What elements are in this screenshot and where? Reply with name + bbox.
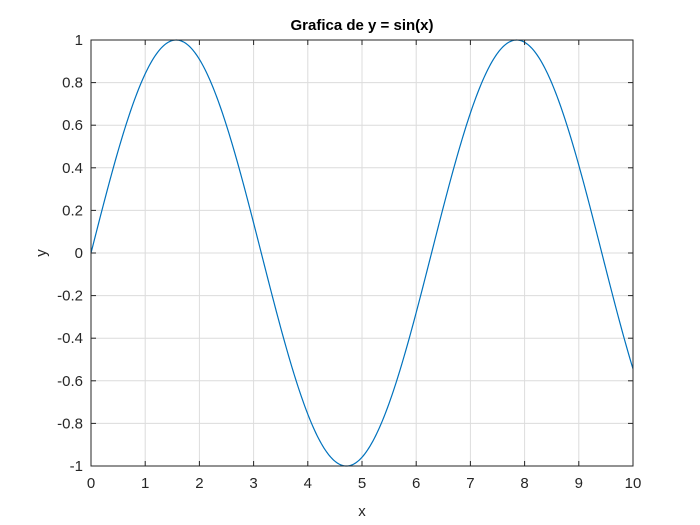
line-layer bbox=[90, 39, 634, 467]
x-axis-label: x bbox=[358, 503, 366, 520]
x-tick-label: 4 bbox=[304, 475, 312, 492]
y-tick-label: 0.4 bbox=[62, 160, 83, 177]
x-tick-label: 6 bbox=[412, 475, 420, 492]
y-tick-label: -0.4 bbox=[57, 330, 83, 347]
sine-series-line bbox=[90, 39, 634, 467]
y-tick-label: 0.8 bbox=[62, 75, 83, 92]
x-tick-label: 8 bbox=[520, 475, 528, 492]
grid-layer bbox=[90, 39, 634, 467]
chart-title: Grafica de y = sin(x) bbox=[291, 17, 434, 34]
x-tick-label: 10 bbox=[625, 475, 642, 492]
x-tick-label: 9 bbox=[575, 475, 583, 492]
y-tick-label: 0.2 bbox=[62, 202, 83, 219]
x-tick-label: 5 bbox=[358, 475, 366, 492]
y-tick-label: 0 bbox=[75, 245, 83, 262]
y-tick-label: -0.8 bbox=[57, 415, 83, 432]
y-tick-label: -0.6 bbox=[57, 373, 83, 390]
y-tick-label: 0.6 bbox=[62, 117, 83, 134]
y-tick-label: -1 bbox=[70, 458, 83, 475]
x-tick-label: 1 bbox=[141, 475, 149, 492]
y-tick-label: -0.2 bbox=[57, 288, 83, 305]
tick-layer: 0 1 2 3 4 5 6 7 8 9 10 1 0.8 0.6 0.4 0.2 0 -0.2 -0.4 -0.6 -0… bbox=[57, 32, 641, 492]
x-tick-label: 2 bbox=[195, 475, 203, 492]
y-axis-label: y bbox=[33, 249, 50, 257]
x-tick-label: 7 bbox=[466, 475, 474, 492]
y-tick-label: 1 bbox=[75, 32, 83, 49]
x-tick-label: 0 bbox=[87, 475, 95, 492]
x-tick-label: 3 bbox=[249, 475, 257, 492]
